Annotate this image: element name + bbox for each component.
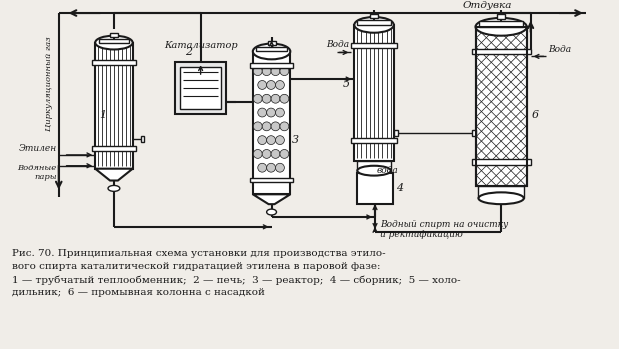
Text: Катализатор: Катализатор [164,42,238,51]
Circle shape [258,81,267,89]
Circle shape [280,67,289,76]
Text: 1 — трубчатый теплообменник;  2 — печь;  3 — реактор;  4 — сборник;  5 — холо-: 1 — трубчатый теплообменник; 2 — печь; 3… [12,275,461,284]
Text: 1: 1 [99,111,106,120]
Bar [370,14,378,18]
Circle shape [262,94,271,103]
Circle shape [275,108,284,117]
Ellipse shape [267,209,277,215]
Text: Рис. 70. Принципиальная схема установки для производства этило-: Рис. 70. Принципиальная схема установки … [12,250,386,259]
Bar [475,27,527,186]
Bar [267,40,275,45]
Bar [352,138,397,143]
Polygon shape [357,161,391,171]
Polygon shape [95,169,132,180]
Circle shape [253,67,262,76]
Text: Циркуляционный газ: Циркуляционный газ [45,37,53,131]
Bar [475,27,527,186]
Circle shape [262,67,271,76]
Polygon shape [253,194,290,204]
Bar [110,33,118,37]
Circle shape [253,122,262,131]
Circle shape [275,163,284,172]
Bar [354,25,394,161]
Circle shape [267,136,275,144]
Circle shape [258,108,267,117]
Text: 6: 6 [532,111,539,120]
Bar [250,63,293,68]
Text: вода: вода [377,166,399,175]
Circle shape [280,94,289,103]
Circle shape [275,81,284,89]
Ellipse shape [354,17,394,33]
Circle shape [258,136,267,144]
Bar [99,39,129,43]
Bar [250,178,293,183]
Text: Этилен: Этилен [19,144,57,153]
Circle shape [280,122,289,131]
Circle shape [271,149,280,158]
Bar [480,21,523,27]
Circle shape [275,136,284,144]
Text: Вода: Вода [548,45,571,54]
Ellipse shape [357,166,391,176]
Circle shape [253,94,262,103]
Circle shape [258,163,267,172]
Bar [472,130,475,136]
Bar [180,67,222,109]
Ellipse shape [475,18,527,36]
Circle shape [271,94,280,103]
Polygon shape [478,186,524,198]
Ellipse shape [95,36,132,50]
Circle shape [267,163,275,172]
Bar [357,20,391,25]
Circle shape [280,149,289,158]
Bar [141,136,144,142]
Ellipse shape [253,44,290,59]
Bar [472,159,530,165]
Text: Водный спирт на очистку
и ректификацию: Водный спирт на очистку и ректификацию [380,220,508,239]
Circle shape [271,122,280,131]
Circle shape [253,149,262,158]
Bar [95,43,132,169]
Text: 2: 2 [185,47,192,57]
Bar [175,62,227,113]
Bar [92,146,136,151]
Ellipse shape [478,192,524,204]
Ellipse shape [108,185,120,191]
Bar [357,173,392,204]
Circle shape [262,122,271,131]
Bar [256,46,287,51]
Bar [497,14,505,19]
Bar [394,130,397,136]
Bar [92,60,136,65]
Text: 4: 4 [396,184,403,193]
Bar [253,51,290,194]
Bar [472,49,530,54]
Text: 5: 5 [342,79,349,89]
Circle shape [262,149,271,158]
Text: Водяные
пары: Водяные пары [17,164,57,181]
Text: Отдувка: Отдувка [462,1,512,10]
Circle shape [271,67,280,76]
Circle shape [267,108,275,117]
Text: 3: 3 [292,135,300,145]
Text: дильник;  6 — промывная колонна с насадкой: дильник; 6 — промывная колонна с насадко… [12,288,266,297]
Bar [352,43,397,47]
Text: вого спирта каталитической гидратацией этилена в паровой фазе:: вого спирта каталитической гидратацией э… [12,262,381,271]
Circle shape [267,81,275,89]
Text: Вода: Вода [326,39,349,49]
